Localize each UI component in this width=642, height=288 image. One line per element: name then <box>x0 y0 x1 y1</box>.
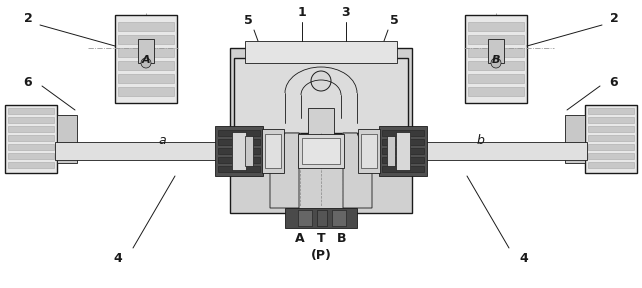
Bar <box>118 48 174 57</box>
Bar <box>262 129 284 173</box>
Text: 2: 2 <box>24 12 32 24</box>
Text: a: a <box>158 134 166 147</box>
Bar <box>118 35 174 44</box>
Bar <box>245 136 253 166</box>
Bar <box>588 153 634 159</box>
Polygon shape <box>343 133 372 208</box>
Bar <box>468 74 524 83</box>
Bar <box>409 142 587 160</box>
Bar <box>298 210 312 226</box>
Bar <box>468 48 524 57</box>
Bar <box>55 142 233 160</box>
Bar <box>118 22 174 31</box>
Circle shape <box>141 58 151 68</box>
Bar <box>57 115 77 163</box>
Text: 6: 6 <box>610 77 618 90</box>
Bar <box>138 39 154 63</box>
Text: 5: 5 <box>390 14 399 27</box>
Bar <box>382 148 424 154</box>
Bar <box>468 87 524 96</box>
Bar <box>8 153 54 159</box>
Bar <box>115 15 177 103</box>
Bar <box>361 134 377 168</box>
Bar <box>379 126 427 176</box>
Bar <box>218 157 260 163</box>
Bar <box>468 22 524 31</box>
Bar <box>285 208 357 228</box>
Bar <box>317 210 327 226</box>
Bar <box>468 61 524 70</box>
Bar <box>396 132 410 170</box>
Bar <box>218 130 260 136</box>
Bar <box>488 39 504 63</box>
Bar <box>234 58 408 133</box>
Bar <box>232 132 246 170</box>
Bar <box>382 166 424 172</box>
Bar <box>8 162 54 168</box>
Bar <box>8 135 54 141</box>
Bar <box>218 166 260 172</box>
Text: 4: 4 <box>519 251 528 264</box>
Text: T: T <box>317 232 325 245</box>
Polygon shape <box>270 133 299 208</box>
Circle shape <box>491 58 501 68</box>
Text: 4: 4 <box>114 251 123 264</box>
Bar <box>230 48 412 213</box>
Bar <box>358 129 380 173</box>
Text: (P): (P) <box>311 249 331 262</box>
Bar <box>588 144 634 150</box>
Bar <box>298 134 344 168</box>
Bar <box>8 144 54 150</box>
Bar <box>382 157 424 163</box>
Text: b: b <box>476 134 484 147</box>
Bar <box>302 138 340 164</box>
Bar <box>308 108 334 158</box>
Bar <box>215 126 263 176</box>
Bar <box>118 74 174 83</box>
Bar <box>468 35 524 44</box>
Text: A: A <box>142 55 150 65</box>
Bar <box>588 108 634 114</box>
Circle shape <box>311 71 331 91</box>
Text: A: A <box>295 232 305 245</box>
Bar <box>8 126 54 132</box>
Bar <box>585 105 637 173</box>
Bar <box>118 87 174 96</box>
Text: 5: 5 <box>243 14 252 27</box>
Text: 1: 1 <box>298 7 306 20</box>
Bar <box>588 135 634 141</box>
Bar <box>8 108 54 114</box>
Bar <box>8 117 54 123</box>
Bar <box>118 61 174 70</box>
Text: 6: 6 <box>24 77 32 90</box>
Bar <box>245 41 397 63</box>
Text: B: B <box>492 55 500 65</box>
Bar <box>332 210 346 226</box>
Text: B: B <box>337 232 347 245</box>
Bar <box>265 134 281 168</box>
Bar <box>5 105 57 173</box>
Bar <box>218 139 260 145</box>
Text: 3: 3 <box>342 7 351 20</box>
Bar <box>588 162 634 168</box>
Bar <box>382 139 424 145</box>
Bar <box>218 148 260 154</box>
Bar <box>382 130 424 136</box>
Text: 2: 2 <box>610 12 618 24</box>
Bar <box>588 126 634 132</box>
Bar <box>387 136 395 166</box>
Bar <box>565 115 585 163</box>
Bar <box>588 117 634 123</box>
Bar <box>465 15 527 103</box>
